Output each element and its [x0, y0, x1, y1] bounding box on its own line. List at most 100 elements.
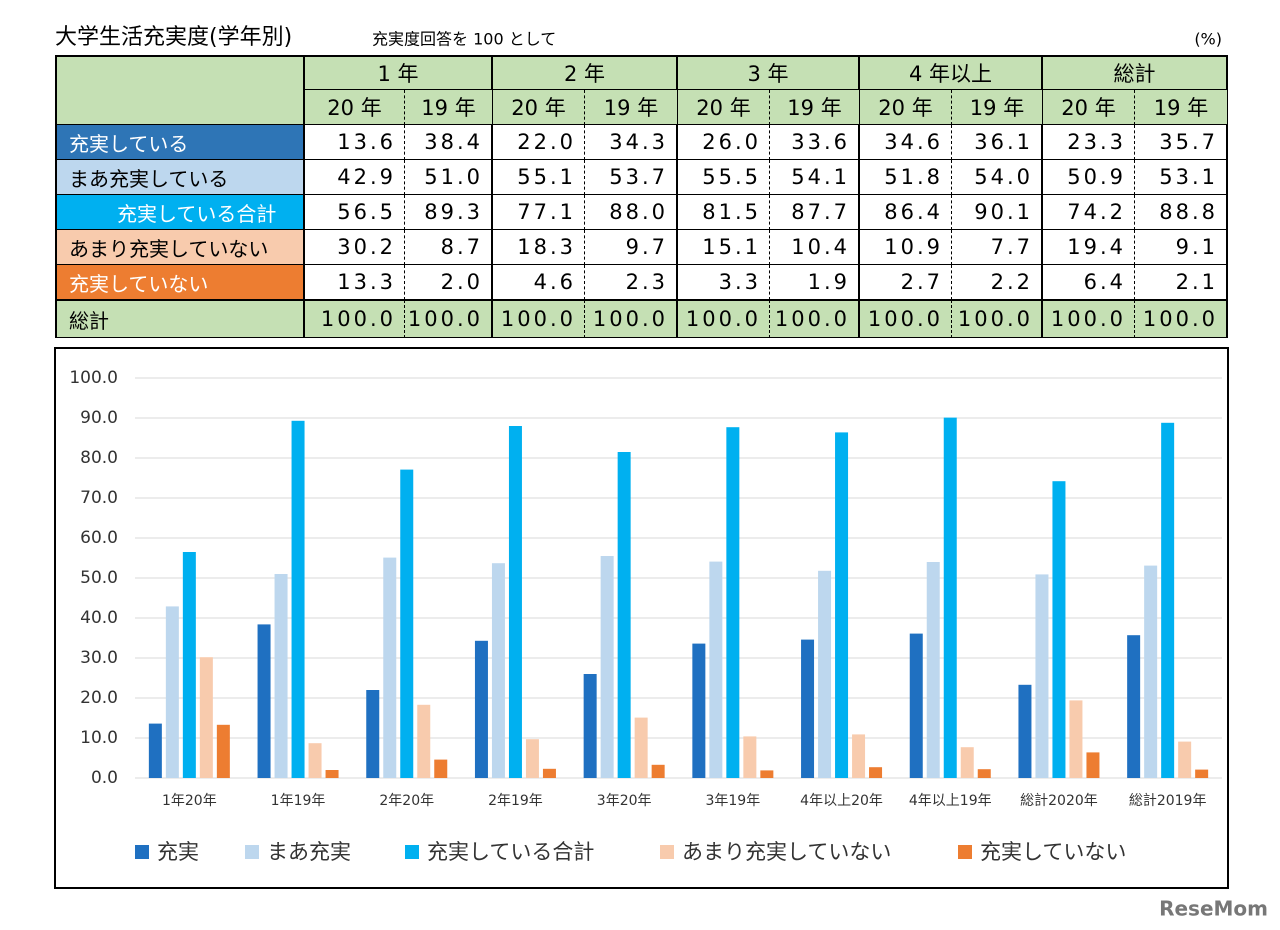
- cell-value: 100.0: [1043, 300, 1135, 338]
- y-tick-label: 10.0: [80, 728, 118, 748]
- bar: [852, 734, 866, 778]
- bar: [165, 606, 179, 778]
- bar: [417, 704, 431, 778]
- sub-header: 19 年: [1135, 90, 1228, 125]
- y-tick-label: 80.0: [80, 448, 118, 468]
- bar: [977, 769, 991, 778]
- cell-value: 9.7: [585, 230, 678, 265]
- group-header: 2 年: [493, 57, 678, 90]
- bar: [1161, 422, 1175, 778]
- cell-value: 100.0: [405, 300, 493, 338]
- sub-header: 19 年: [405, 90, 493, 125]
- y-tick-label: 20.0: [80, 688, 118, 708]
- bar: [692, 643, 706, 778]
- cell-value: 77.1: [493, 195, 585, 230]
- legend-label: 充実していない: [980, 840, 1126, 864]
- bar: [869, 767, 883, 778]
- row-label: まあ充実している: [57, 160, 305, 195]
- group-header: 総計: [1043, 57, 1228, 90]
- row-label: 充実している合計: [57, 195, 305, 230]
- cell-value: 42.9: [305, 160, 405, 195]
- legend-label: まあ充実: [267, 840, 351, 864]
- x-tick-label: 2年20年: [379, 793, 434, 809]
- cell-value: 100.0: [585, 300, 678, 338]
- row-label: 充実している: [57, 125, 305, 160]
- bar: [400, 469, 414, 778]
- cell-value: 51.0: [405, 160, 493, 195]
- cell-value: 7.7: [952, 230, 1043, 265]
- y-tick-label: 40.0: [80, 608, 118, 628]
- bar: [1195, 769, 1209, 778]
- cell-value: 22.0: [493, 125, 585, 160]
- watermark: ReseMom: [1159, 897, 1268, 921]
- bar: [726, 427, 740, 778]
- cell-value: 19.4: [1043, 230, 1135, 265]
- sub-header: 20 年: [860, 90, 952, 125]
- cell-value: 54.1: [770, 160, 860, 195]
- cell-value: 13.6: [305, 125, 405, 160]
- sub-header: 19 年: [952, 90, 1043, 125]
- sub-header: 20 年: [678, 90, 770, 125]
- x-tick-label: 3年19年: [705, 793, 760, 809]
- cell-value: 2.7: [860, 265, 952, 300]
- cell-value: 55.5: [678, 160, 770, 195]
- cell-value: 100.0: [770, 300, 860, 338]
- cell-value: 51.8: [860, 160, 952, 195]
- bar: [801, 639, 815, 778]
- group-header: 3 年: [678, 57, 860, 90]
- cell-value: 55.1: [493, 160, 585, 195]
- legend-swatch: [958, 845, 972, 859]
- bar: [291, 420, 305, 778]
- sub-header: 20 年: [493, 90, 585, 125]
- cell-value: 74.2: [1043, 195, 1135, 230]
- bar: [491, 563, 505, 778]
- cell-value: 100.0: [678, 300, 770, 338]
- cell-value: 26.0: [678, 125, 770, 160]
- x-tick-label: 4年以上19年: [909, 793, 992, 809]
- x-tick-label: 2年19年: [488, 793, 543, 809]
- legend-label: 充実: [157, 840, 199, 864]
- cell-value: 89.3: [405, 195, 493, 230]
- sub-header: 19 年: [770, 90, 860, 125]
- cell-value: 34.3: [585, 125, 678, 160]
- bar: [525, 739, 539, 778]
- cell-value: 33.6: [770, 125, 860, 160]
- bar: [474, 640, 488, 778]
- chart-frame: [54, 347, 1229, 889]
- cell-value: 88.8: [1135, 195, 1228, 230]
- y-tick-label: 60.0: [80, 528, 118, 548]
- cell-value: 18.3: [493, 230, 585, 265]
- cell-value: 30.2: [305, 230, 405, 265]
- row-label: あまり充実していない: [57, 230, 305, 265]
- bar: [634, 717, 648, 778]
- y-tick-label: 0.0: [91, 768, 118, 788]
- bar: [1018, 684, 1032, 778]
- cell-value: 38.4: [405, 125, 493, 160]
- cell-value: 3.3: [678, 265, 770, 300]
- bar: [1052, 481, 1066, 778]
- y-tick-label: 100.0: [69, 368, 118, 388]
- cell-value: 90.1: [952, 195, 1043, 230]
- cell-value: 100.0: [952, 300, 1043, 338]
- x-tick-label: 1年19年: [271, 793, 326, 809]
- x-tick-label: 4年以上20年: [800, 793, 883, 809]
- bar: [1035, 574, 1049, 778]
- y-tick-label: 70.0: [80, 488, 118, 508]
- legend-label: 充実している合計: [427, 840, 594, 864]
- group-header: 4 年以上: [860, 57, 1043, 90]
- cell-value: 23.3: [1043, 125, 1135, 160]
- bar: [709, 561, 723, 778]
- bar: [583, 674, 597, 778]
- cell-value: 2.2: [952, 265, 1043, 300]
- cell-value: 13.3: [305, 265, 405, 300]
- bar: [274, 574, 288, 778]
- x-tick-label: 3年20年: [597, 793, 652, 809]
- bar: [926, 562, 940, 778]
- legend-label: あまり充実していない: [682, 840, 891, 864]
- legend-swatch: [245, 845, 259, 859]
- legend-swatch: [660, 845, 674, 859]
- group-header: 1 年: [305, 57, 493, 90]
